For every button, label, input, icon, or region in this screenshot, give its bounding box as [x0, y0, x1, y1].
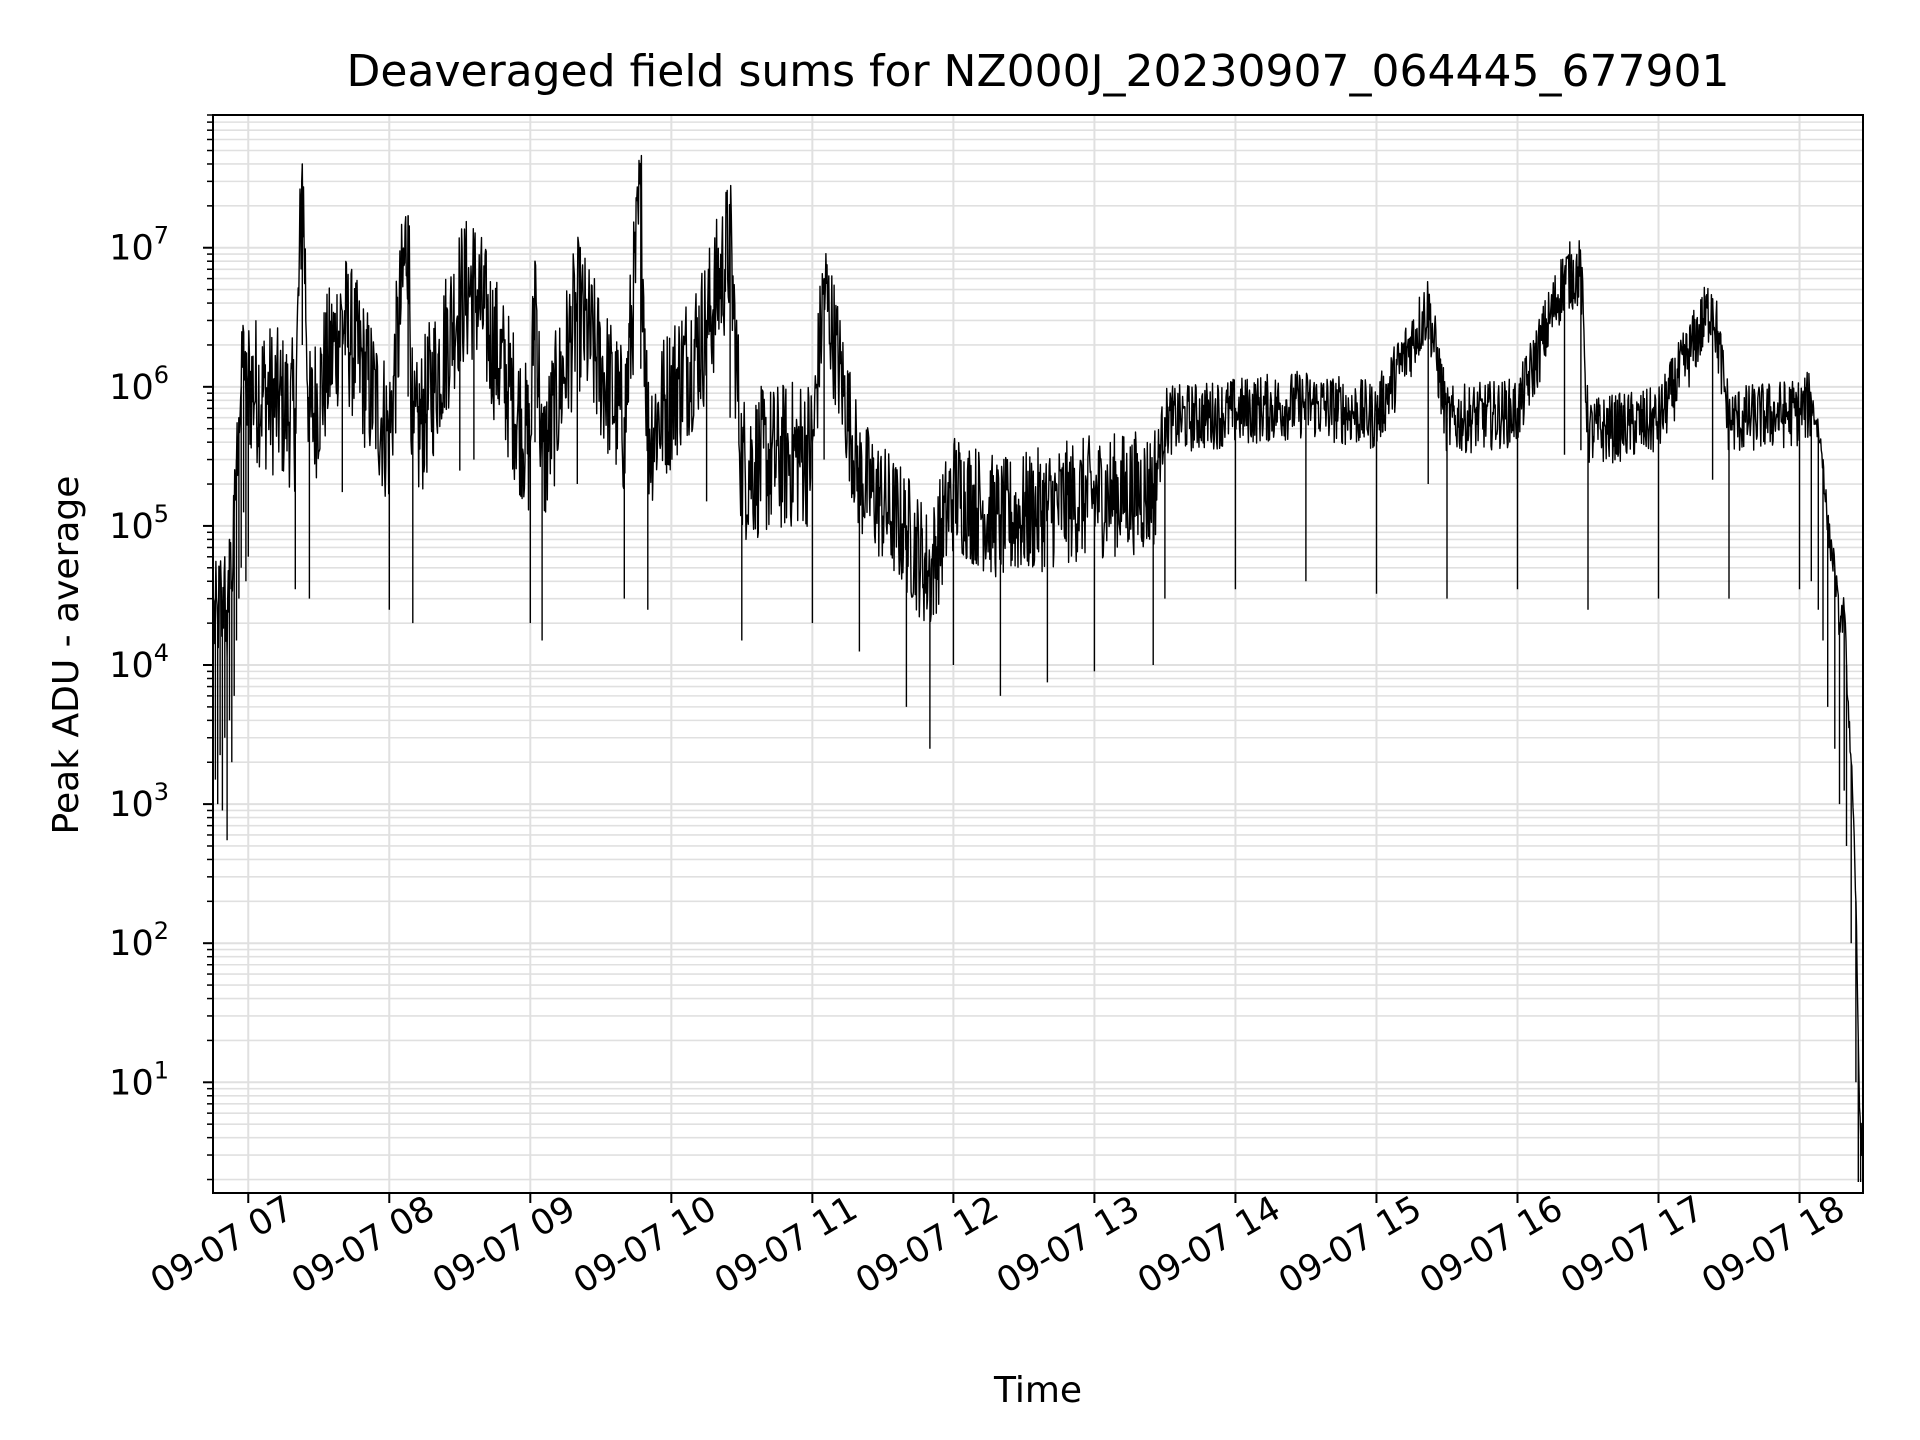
y-tick-label: 103 [109, 778, 169, 825]
x-tick-label: 09-07 09 [426, 1189, 582, 1302]
y-tick-exponent: 4 [154, 639, 169, 667]
y-tick-exponent: 1 [154, 1056, 169, 1084]
x-tick-label: 09-07 10 [567, 1189, 723, 1302]
y-tick-exponent: 2 [154, 917, 169, 945]
y-tick-base: 10 [109, 368, 154, 408]
y-tick-label: 102 [109, 917, 169, 964]
y-tick-label: 106 [109, 361, 169, 408]
y-tick-base: 10 [109, 924, 154, 964]
y-tick-exponent: 7 [154, 222, 169, 250]
y-tick-base: 10 [109, 646, 154, 686]
grid [213, 114, 1863, 1193]
x-tick-label: 09-07 14 [1131, 1189, 1287, 1302]
y-tick-label: 101 [109, 1056, 169, 1103]
x-tick-label: 09-07 13 [990, 1189, 1146, 1302]
x-tick-label: 09-07 08 [285, 1189, 441, 1302]
y-tick-base: 10 [109, 229, 154, 269]
x-axis-label: Time [993, 1370, 1082, 1411]
x-tick-label: 09-07 15 [1272, 1189, 1428, 1302]
series-spikes [213, 164, 1863, 1182]
y-tick-exponent: 5 [154, 500, 169, 528]
y-tick-exponent: 3 [154, 778, 169, 806]
y-tick-base: 10 [109, 1063, 154, 1103]
x-tick-label: 09-07 11 [708, 1189, 864, 1302]
x-tick-label: 09-07 18 [1695, 1189, 1851, 1302]
chart-title: Deaveraged field sums for NZ000J_2023090… [347, 46, 1730, 97]
y-tick-label: 104 [109, 639, 169, 686]
y-tick-label: 105 [109, 500, 169, 547]
y-tick-label: 107 [109, 222, 169, 269]
x-tick-label: 09-07 17 [1554, 1189, 1710, 1302]
y-tick-base: 10 [109, 785, 154, 825]
x-tick-label: 09-07 12 [849, 1189, 1005, 1302]
series-line-layer [213, 154, 1863, 1182]
y-tick-exponent: 6 [154, 361, 169, 389]
plot-frame [212, 114, 1864, 1194]
y-tick-base: 10 [109, 507, 154, 547]
y-axis-label: Peak ADU - average [46, 476, 87, 835]
x-tick-label: 09-07 16 [1413, 1189, 1569, 1302]
x-tick-label: 09-07 07 [144, 1189, 300, 1302]
